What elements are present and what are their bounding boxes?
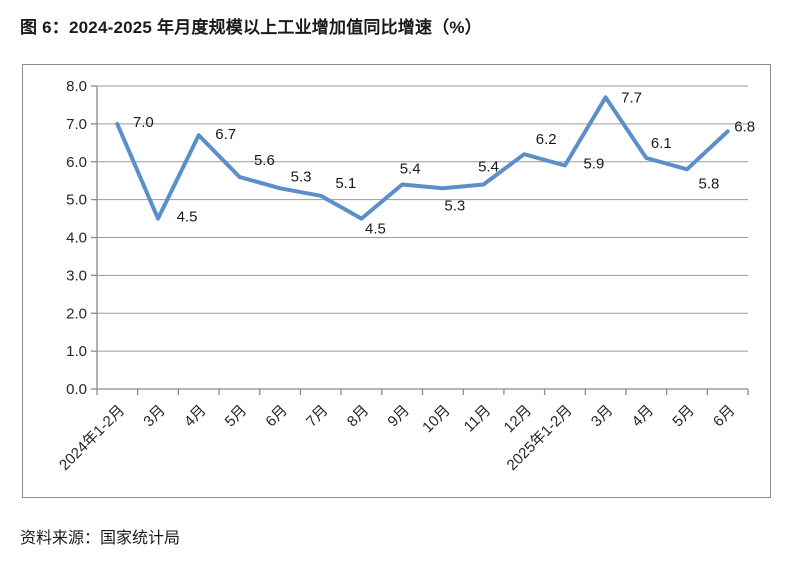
x-axis-tick-label: 5月 bbox=[222, 402, 251, 431]
x-axis-tick-label: 5月 bbox=[669, 402, 698, 431]
x-axis-tick-label: 10月 bbox=[419, 402, 453, 436]
line-chart: 0.0 1.0 2.0 3.0 4.0 5.0 6.0 7.0 8.0 2024年1-2月 3月 4月… bbox=[56, 78, 755, 474]
y-axis-tick-label: 5.0 bbox=[66, 192, 87, 209]
x-axis-tick-label: 3月 bbox=[140, 402, 169, 431]
y-axis-tick-label: 2.0 bbox=[66, 305, 87, 322]
data-point-label: 5.8 bbox=[699, 175, 720, 192]
x-axis-tick-label: 12月 bbox=[501, 402, 535, 436]
x-axis-tick-label: 3月 bbox=[588, 402, 617, 431]
data-point-label: 4.5 bbox=[365, 221, 386, 238]
x-axis-tick-label: 2024年1-2月 bbox=[56, 402, 128, 474]
y-axis-tick-label: 4.0 bbox=[66, 230, 87, 247]
data-point-label: 5.3 bbox=[291, 168, 312, 185]
data-point-label: 5.9 bbox=[583, 156, 604, 173]
x-axis-tick-label: 9月 bbox=[384, 402, 413, 431]
x-axis-tick-label: 11月 bbox=[461, 402, 495, 436]
x-axis-tick-label: 4月 bbox=[181, 402, 210, 431]
data-point-label: 7.0 bbox=[133, 114, 154, 131]
data-point-label: 6.2 bbox=[536, 131, 557, 148]
data-point-label: 5.4 bbox=[478, 158, 499, 175]
x-axis-tick-label: 6月 bbox=[262, 402, 291, 431]
data-point-label: 5.6 bbox=[254, 152, 275, 169]
data-point-label: 6.1 bbox=[651, 135, 672, 152]
data-point-label: 6.8 bbox=[734, 118, 755, 135]
y-axis-tick-label: 0.0 bbox=[66, 381, 87, 398]
y-axis-tick-label: 8.0 bbox=[66, 78, 87, 95]
data-point-label: 5.1 bbox=[335, 175, 356, 192]
x-axis-tick-label: 4月 bbox=[629, 402, 658, 431]
data-point-label: 6.7 bbox=[215, 126, 236, 143]
x-axis-tick-label: 7月 bbox=[303, 402, 332, 431]
x-axis-tick-label: 6月 bbox=[710, 402, 739, 431]
data-point-label: 7.7 bbox=[621, 89, 642, 106]
data-point-label: 5.4 bbox=[400, 160, 421, 177]
chart-container: 0.0 1.0 2.0 3.0 4.0 5.0 6.0 7.0 8.0 2024年1-2月 3月 4月… bbox=[22, 64, 771, 498]
y-axis-tick-label: 7.0 bbox=[66, 116, 87, 133]
figure-title: 图 6：2024-2025 年月度规模以上工业增加值同比增速（%） bbox=[20, 18, 482, 37]
series-line bbox=[115, 95, 730, 221]
x-axis-tick-label: 8月 bbox=[344, 402, 373, 431]
data-point-label: 5.3 bbox=[444, 197, 465, 214]
data-point-label: 4.5 bbox=[177, 209, 198, 226]
y-axis-tick-label: 6.0 bbox=[66, 154, 87, 171]
figure-source: 资料来源：国家统计局 bbox=[20, 530, 181, 547]
y-axis-tick-label: 1.0 bbox=[66, 343, 87, 360]
y-axis-tick-label: 3.0 bbox=[66, 267, 87, 284]
